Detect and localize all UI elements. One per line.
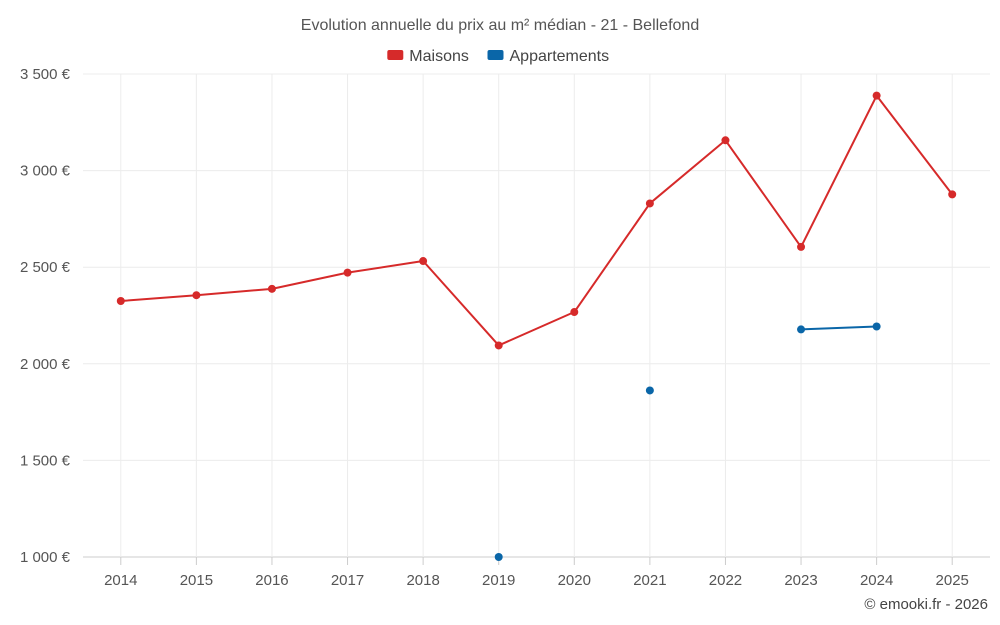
data-point-maisons [192,291,201,300]
y-tick-label: 1 000 € [20,549,71,566]
x-tick-label: 2025 [936,572,969,589]
series-appartements [494,322,881,561]
x-tick-label: 2017 [331,572,364,589]
series-layer [116,91,957,561]
x-tick-label: 2018 [406,572,439,589]
data-point-maisons [645,199,654,208]
legend-swatch [487,50,504,60]
series-line-maisons [120,94,954,347]
series-line-appartements [801,325,877,331]
data-point-maisons [721,136,730,145]
legend: Maisons Appartements [387,48,609,65]
data-point-maisons [343,268,352,277]
data-point-maisons [948,190,957,199]
data-point-appartements [645,386,654,395]
x-tick-label: 2014 [104,572,137,589]
data-point-maisons [116,297,125,306]
grid [83,73,990,558]
data-point-maisons [419,257,428,266]
data-point-appartements [494,553,503,561]
y-tick-label: 3 000 € [20,163,71,180]
axes: 1 000 € 1 500 € 2 000 € 2 500 € 3 000 € 3 500… [20,66,969,589]
chart-title: Evolution annuelle du prix au m² médian … [301,17,699,34]
x-tick-label: 2016 [255,572,288,589]
legend-item-appartements: Appartements [487,48,610,65]
data-point-appartements [797,325,806,334]
credit-text: © emooki.fr - 2026 [864,596,988,613]
legend-label: Maisons [409,48,469,65]
x-tick-label: 2015 [180,572,213,589]
x-tick-label: 2019 [482,572,515,589]
x-tick-label: 2021 [633,572,666,589]
data-point-maisons [570,308,579,317]
series-maisons [116,91,957,350]
data-point-maisons [797,242,806,251]
x-tick-label: 2023 [784,572,817,589]
x-tick-label: 2022 [709,572,742,589]
data-point-appartements [872,322,881,331]
legend-item-maisons: Maisons [387,48,469,65]
data-point-maisons [267,284,276,293]
data-point-maisons [494,341,503,350]
data-point-maisons [872,91,881,100]
y-tick-label: 1 500 € [20,452,71,469]
y-tick-label: 2 000 € [20,356,71,373]
legend-swatch [387,50,404,60]
legend-label: Appartements [510,48,610,65]
y-tick-label: 2 500 € [20,259,71,276]
x-tick-label: 2024 [860,572,893,589]
y-tick-label: 3 500 € [20,66,71,83]
x-tick-label: 2020 [558,572,591,589]
